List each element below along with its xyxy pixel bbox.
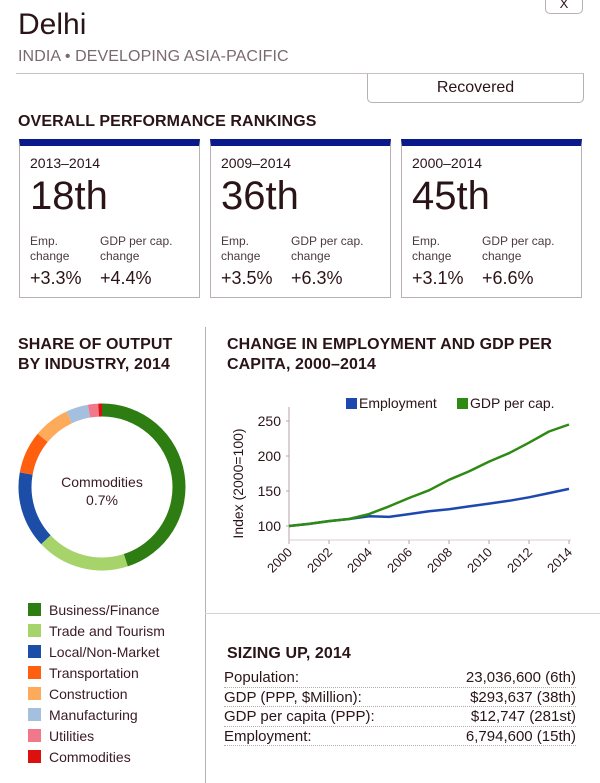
rank-card: 2000–2014 45th Emp. change GDP per cap. … — [401, 139, 582, 298]
sizing-value: 6,794,600 (15th) — [465, 727, 576, 745]
x-tick-label: 2010 — [464, 545, 495, 576]
legend-label: Employment — [359, 395, 437, 411]
industry-legend: Business/Finance Trade and Tourism Local/N… — [28, 599, 165, 767]
rankings-title: OVERALL PERFORMANCE RANKINGS — [18, 113, 317, 130]
donut-slice-manufacturing[interactable] — [66, 404, 91, 424]
legend-label: Business/Finance — [49, 601, 160, 618]
x-tick-label: 2004 — [344, 545, 375, 576]
sizing-row-population: Population: 23,036,600 (6th) — [224, 668, 576, 688]
donut-center-value: 0.7% — [86, 492, 118, 508]
legend-label: Manufacturing — [49, 706, 138, 723]
x-tick-label: 2006 — [384, 545, 415, 576]
sizing-row-gdp-per-capita: GDP per capita (PPP): $12,747 (281st) — [224, 707, 576, 727]
legend-item: Transportation — [28, 662, 165, 683]
y-tick-label: 250 — [258, 413, 282, 429]
gdp-change-value: +4.4% — [100, 268, 152, 288]
sizing-row-gdp: GDP (PPP, $Million): $293,637 (38th) — [224, 688, 576, 707]
legend-label: Commodities — [49, 748, 131, 765]
donut-slice-transportation[interactable] — [19, 433, 48, 475]
gdp-change-value: +6.3% — [291, 268, 343, 288]
sizing-label: Population: — [224, 669, 300, 686]
legend-item: Construction — [28, 683, 165, 704]
employment-gdp-line-chart: 100 150 200 250 2000 2002 2004 2006 2008 2010 2012… — [230, 395, 575, 576]
sizing-title: SIZING UP, 2014 — [227, 645, 351, 662]
sizing-label: Employment: — [224, 727, 312, 745]
sizing-value: $293,637 (38th) — [470, 688, 576, 706]
y-axis-label: Index (2000=100) — [230, 428, 246, 538]
close-button[interactable]: X — [545, 0, 583, 14]
sizing-value: 23,036,600 (6th) — [465, 669, 576, 686]
x-tick-label: 2002 — [304, 545, 335, 576]
legend-label: GDP per cap. — [470, 395, 555, 411]
legend-swatch — [28, 603, 41, 616]
header-divider — [16, 73, 584, 74]
legend-label: Construction — [49, 685, 128, 702]
vertical-divider — [205, 327, 206, 783]
legend-item: Manufacturing — [28, 704, 165, 725]
legend-swatch — [28, 729, 41, 742]
emp-change-value: +3.1% — [412, 268, 464, 288]
gdp-change-value: +6.6% — [482, 268, 534, 288]
emp-change-label: Emp. change — [30, 234, 70, 263]
y-tick-label: 200 — [258, 448, 282, 464]
emp-change-value: +3.5% — [221, 268, 273, 288]
emp-change-label: Emp. change — [221, 234, 261, 263]
x-tick-label: 2014 — [544, 545, 575, 576]
legend-swatch — [346, 398, 357, 409]
rank-card: 2013–2014 18th Emp. change GDP per cap. … — [19, 139, 200, 298]
sizing-label: GDP (PPP, $Million): — [224, 688, 362, 706]
x-tick-label: 2008 — [424, 545, 455, 576]
emp-change-value: +3.3% — [30, 268, 82, 288]
sizing-value: $12,747 (281st) — [470, 708, 576, 725]
donut-center-label: Commodities — [61, 474, 143, 490]
share-chart-title: SHARE OF OUTPUT BY INDUSTRY, 2014 — [18, 336, 173, 373]
x-tick-label: 2012 — [504, 545, 535, 576]
legend-swatch — [28, 666, 41, 679]
legend-item: Utilities — [28, 725, 165, 746]
city-title: Delhi — [18, 8, 87, 41]
legend-label: Utilities — [49, 727, 95, 744]
donut-slice-local-non-market[interactable] — [18, 472, 51, 545]
rank-value: 45th — [412, 174, 490, 218]
legend-item: Commodities — [28, 746, 165, 767]
y-tick-label: 150 — [258, 483, 282, 499]
legend-swatch — [28, 708, 41, 721]
y-tick-label: 100 — [258, 518, 282, 534]
rank-card: 2009–2014 36th Emp. change GDP per cap. … — [210, 139, 391, 298]
rank-period: 2009–2014 — [221, 155, 292, 171]
legend-swatch — [28, 687, 41, 700]
gdp-change-label: GDP per cap. change — [100, 234, 173, 263]
legend-item: Trade and Tourism — [28, 620, 165, 641]
sizing-label: GDP per capita (PPP): — [224, 708, 375, 725]
horizontal-divider — [205, 613, 600, 614]
legend-swatch — [28, 624, 41, 637]
legend-swatch — [28, 750, 41, 763]
rank-period: 2000–2014 — [412, 155, 483, 171]
rank-period: 2013–2014 — [30, 155, 101, 171]
legend-swatch — [457, 398, 468, 409]
line-chart-title: CHANGE IN EMPLOYMENT AND GDP PER CAPITA,… — [227, 336, 553, 373]
line-gdp-per-cap- — [288, 423, 570, 528]
x-tick-label: 2000 — [264, 545, 295, 576]
rank-value: 18th — [30, 174, 108, 218]
donut-slice-utilities[interactable] — [87, 403, 99, 418]
legend-item: Local/Non-Market — [28, 641, 165, 662]
city-subtitle: INDIA • DEVELOPING ASIA-PACIFIC — [18, 48, 289, 65]
industry-donut-chart: Commodities 0.7% — [18, 403, 186, 571]
emp-change-label: Emp. change — [412, 234, 452, 263]
sizing-row-employment: Employment: 6,794,600 (15th) — [224, 727, 576, 746]
status-badge: Recovered — [367, 74, 584, 103]
rank-value: 36th — [221, 174, 299, 218]
legend-swatch — [28, 645, 41, 658]
legend-label: Trade and Tourism — [49, 622, 165, 639]
gdp-change-label: GDP per cap. change — [482, 234, 555, 263]
legend-item: Business/Finance — [28, 599, 165, 620]
sizing-table: Population: 23,036,600 (6th) GDP (PPP, $… — [224, 668, 576, 746]
legend-label: Transportation — [49, 664, 139, 681]
gdp-change-label: GDP per cap. change — [291, 234, 364, 263]
donut-slice-business-finance[interactable] — [101, 403, 186, 567]
donut-slice-construction[interactable] — [37, 411, 73, 443]
legend-label: Local/Non-Market — [49, 643, 160, 660]
donut-slice-trade-and-tourism[interactable] — [41, 535, 128, 571]
